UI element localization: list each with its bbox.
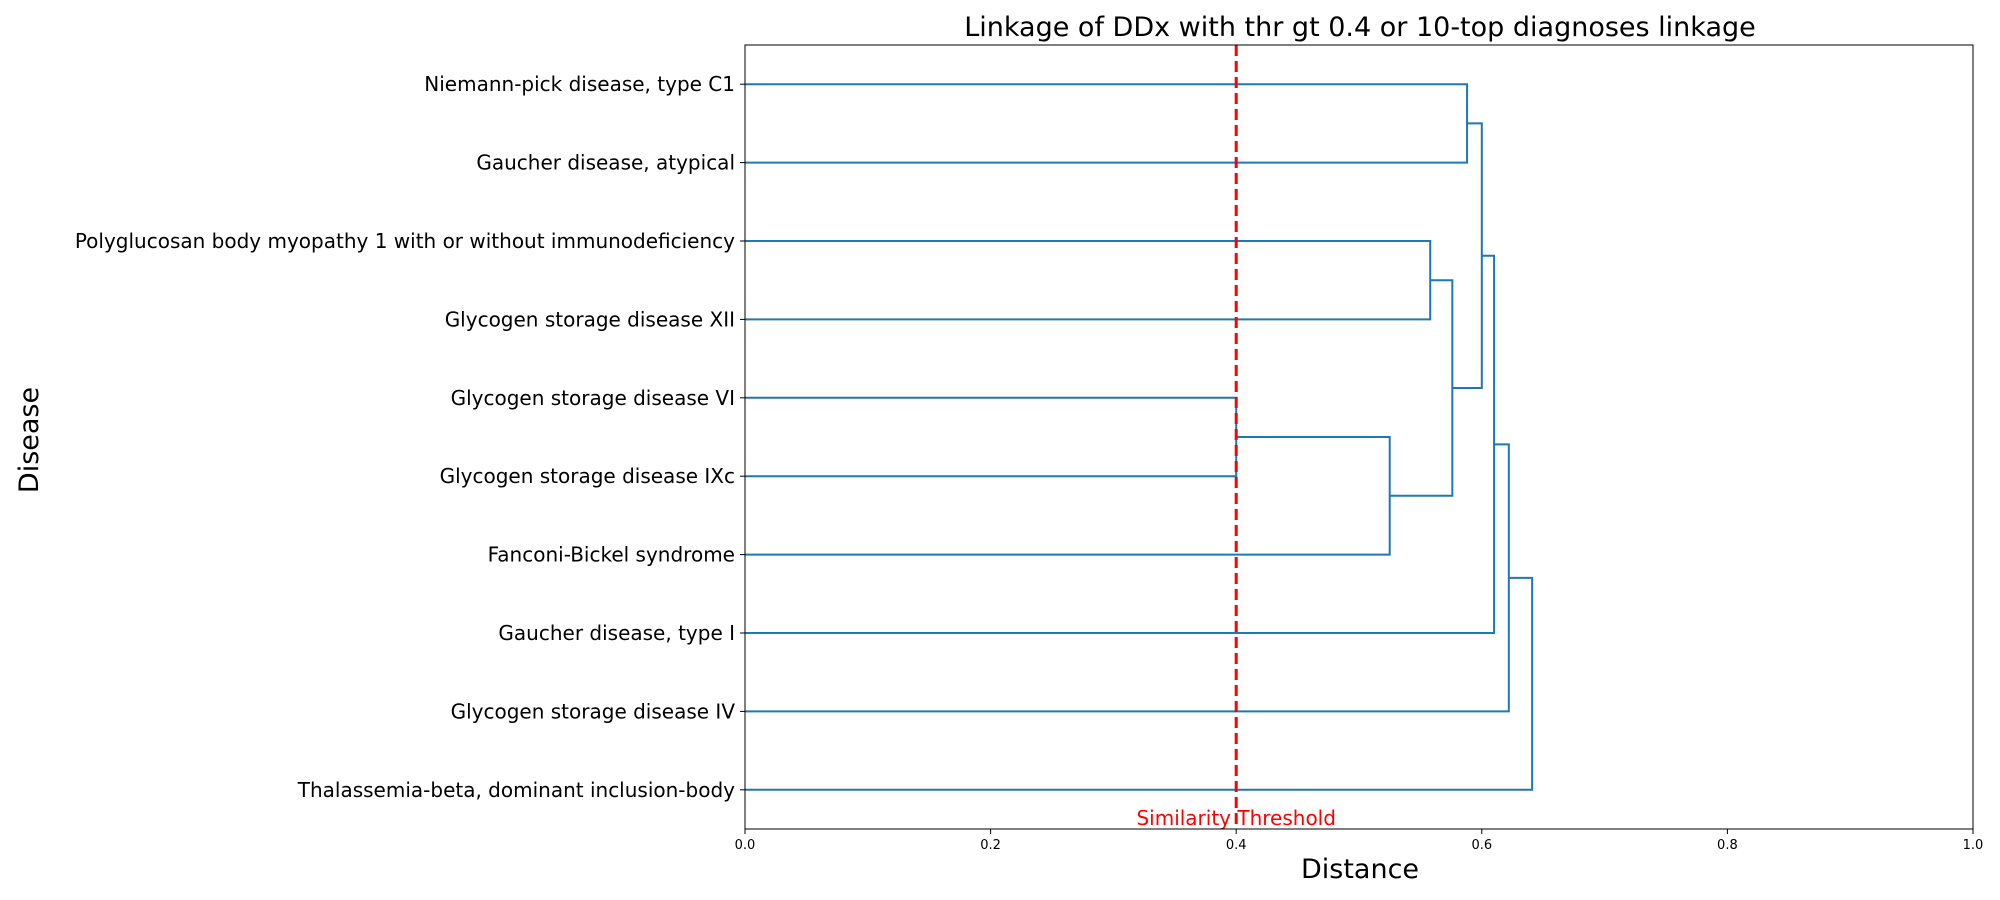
disease-label: Polyglucosan body myopathy 1 with or wit… xyxy=(75,229,735,253)
x-tick-label: 0.6 xyxy=(1471,838,1492,853)
y-axis-labels: Niemann-pick disease, type C1 Gaucher dis… xyxy=(75,72,745,802)
disease-label: Glycogen storage disease IXc xyxy=(440,464,735,488)
dendrogram-link-1 xyxy=(745,436,1391,556)
x-tick-label: 0.0 xyxy=(735,838,756,853)
y-axis-label: Disease xyxy=(14,387,45,493)
x-tick-label: 0.4 xyxy=(1226,838,1247,853)
disease-label: Niemann-pick disease, type C1 xyxy=(424,72,735,96)
disease-label: Glycogen storage disease IV xyxy=(451,699,736,723)
dendrogram-link-2 xyxy=(745,240,1432,321)
dendrogram-link-0 xyxy=(745,396,1238,478)
dendrogram-links xyxy=(745,83,1534,791)
disease-label: Thalassemia-beta, dominant inclusion-bod… xyxy=(297,778,735,802)
disease-label: Fanconi-Bickel syndrome xyxy=(488,543,735,567)
dendrogram-link-3 xyxy=(1389,279,1454,497)
disease-label: Glycogen storage disease XII xyxy=(445,307,735,331)
x-axis-ticks: 0.0 0.2 0.4 0.6 0.8 1.0 xyxy=(735,829,1984,853)
x-tick-label: 0.8 xyxy=(1717,838,1738,853)
dendrogram-link-8 xyxy=(745,576,1534,791)
dendrogram-link-7 xyxy=(745,443,1510,713)
dendrogram-link-6 xyxy=(745,254,1496,634)
disease-label: Gaucher disease, type I xyxy=(498,621,735,645)
threshold-label: Similarity Threshold xyxy=(1136,806,1335,830)
x-axis-label: Distance xyxy=(1301,854,1419,885)
x-tick-label: 0.2 xyxy=(980,838,1001,853)
dendrogram-link-4 xyxy=(745,83,1469,164)
disease-label: Gaucher disease, atypical xyxy=(476,151,735,175)
chart-title: Linkage of DDx with thr gt 0.4 or 10-top… xyxy=(964,12,1756,43)
plot-frame xyxy=(744,44,1974,830)
x-tick-label: 1.0 xyxy=(1963,838,1984,853)
disease-label: Glycogen storage disease VI xyxy=(451,386,735,410)
